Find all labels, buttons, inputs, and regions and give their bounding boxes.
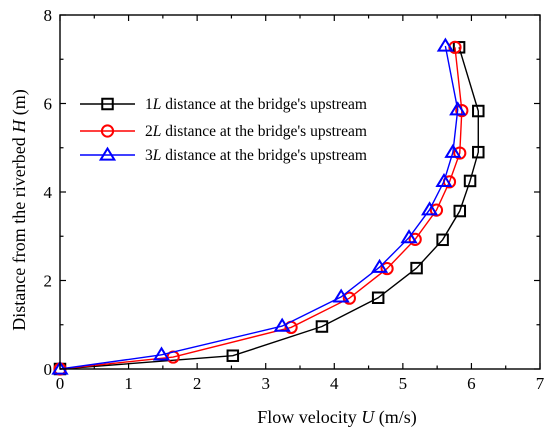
series-3-point <box>400 229 418 244</box>
x-tick-label: 2 <box>193 374 202 393</box>
plot-layer <box>51 37 485 376</box>
series-1-line <box>59 47 479 370</box>
series-1-point <box>315 320 329 333</box>
series-2-point <box>429 203 444 217</box>
series-1-point <box>452 41 466 54</box>
series-3-point <box>152 346 171 361</box>
series-3-point <box>273 317 291 332</box>
axes: 0 1 2 3 4 5 6 7 0 2 4 6 8 <box>44 6 545 393</box>
y-tick-label: 2 <box>44 272 53 291</box>
legend-marker-2 <box>100 124 115 138</box>
series-3-point <box>51 360 69 375</box>
x-tick-label: 0 <box>56 374 65 393</box>
series-1-point <box>453 204 467 218</box>
series-1-point <box>472 104 485 118</box>
y-tick-label: 4 <box>44 183 53 202</box>
plot-frame <box>59 14 541 370</box>
x-tick-label: 1 <box>124 374 133 393</box>
series-2 <box>53 40 469 376</box>
series-2-point <box>408 232 422 246</box>
y-tick-label: 6 <box>44 95 53 114</box>
y-tick-label: 8 <box>44 6 53 25</box>
series-3-point <box>436 37 454 52</box>
series-3-point <box>420 201 439 216</box>
legend-marker-1 <box>101 97 114 111</box>
legend-label-1: 1L distance at the bridge's upstream <box>145 96 367 113</box>
x-tick-label: 3 <box>261 374 270 393</box>
legend: 1L distance at the bridge's upstream 2L d… <box>80 96 367 164</box>
series-1 <box>53 41 485 376</box>
series-2-point <box>380 261 394 276</box>
x-axis-title: Flow velocity U (m/s) <box>257 407 417 428</box>
series-3-point <box>370 258 389 273</box>
series-1-point <box>410 261 423 275</box>
y-axis-title: Distance from the riverbed H (m) <box>9 89 30 330</box>
legend-label-3: 3L distance at the bridge's upstream <box>145 147 367 164</box>
x-tick-label: 5 <box>399 374 408 393</box>
series-1-point <box>472 145 485 159</box>
series-2-point <box>342 291 356 305</box>
x-tick-label: 6 <box>467 374 476 393</box>
series-1-point <box>463 174 477 188</box>
y-tick-label: 0 <box>44 360 53 379</box>
series-1-point <box>436 233 449 247</box>
series-2-point <box>453 146 467 160</box>
legend-label-2: 2L distance at the bridge's upstream <box>145 123 367 140</box>
series-3-point <box>444 143 462 158</box>
x-tick-label: 4 <box>330 374 339 393</box>
series-3-point <box>332 288 350 303</box>
series-3 <box>51 37 467 375</box>
x-tick-label: 7 <box>536 374 545 393</box>
legend-marker-3 <box>98 146 117 161</box>
series-2-point <box>455 103 469 118</box>
series-1-point <box>226 349 240 362</box>
series-3-line <box>59 45 459 370</box>
series-3-point <box>449 101 467 116</box>
series-3-point <box>435 172 453 188</box>
series-1-point <box>371 291 385 305</box>
